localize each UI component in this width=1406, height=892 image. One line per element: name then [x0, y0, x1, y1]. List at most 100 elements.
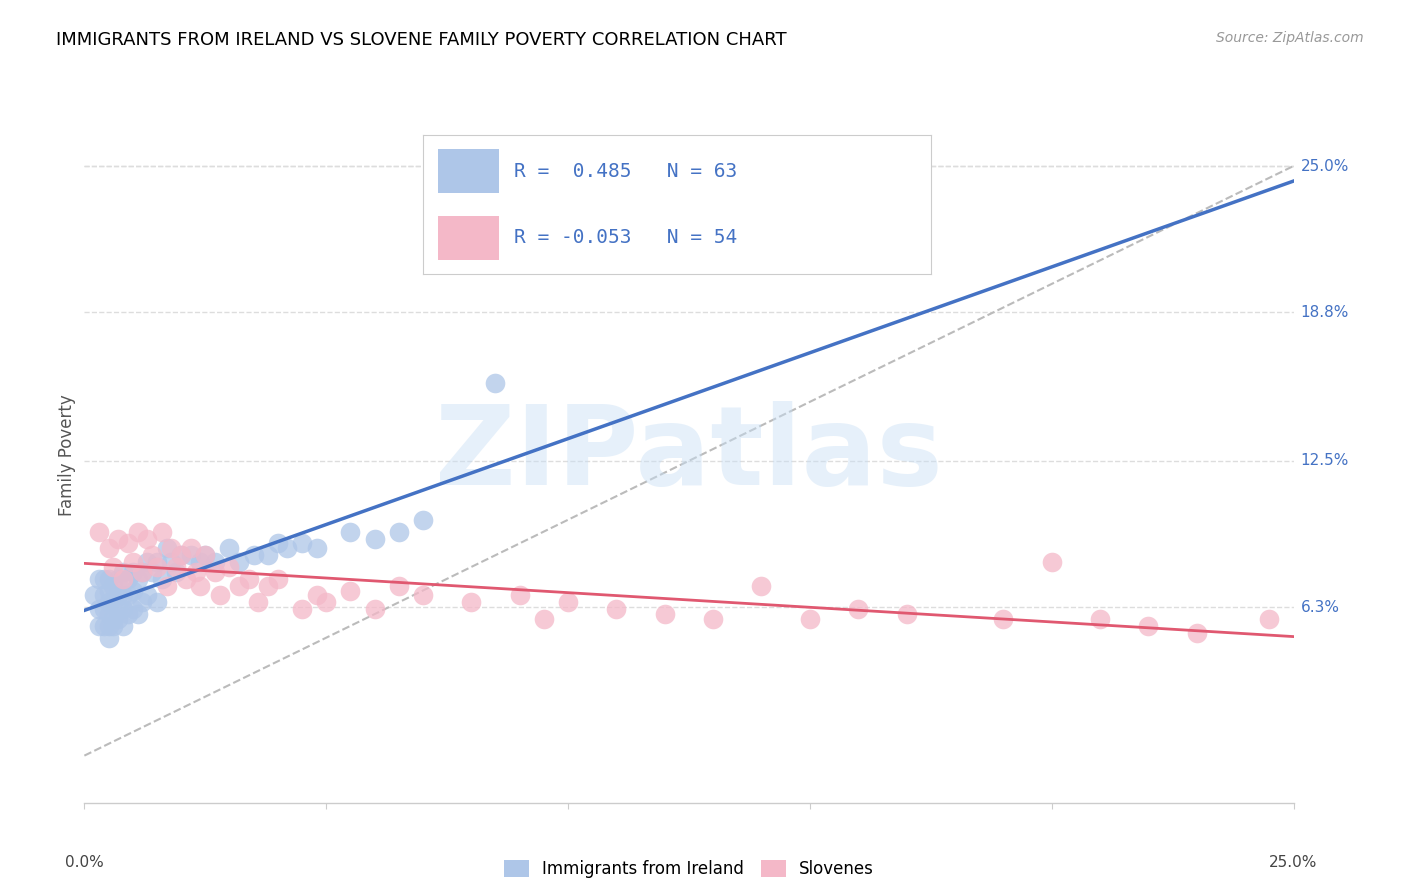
Point	[291, 536, 314, 550]
Point	[127, 572, 149, 586]
Point	[291, 602, 314, 616]
Point	[194, 548, 217, 562]
Point	[305, 541, 328, 555]
Point	[150, 572, 173, 586]
Point	[93, 602, 115, 616]
Point	[131, 595, 153, 609]
Text: IMMIGRANTS FROM IRELAND VS SLOVENE FAMILY POVERTY CORRELATION CHART: IMMIGRANTS FROM IRELAND VS SLOVENE FAMIL…	[56, 31, 787, 49]
Point	[276, 541, 298, 555]
Point	[170, 548, 193, 562]
Point	[117, 572, 139, 586]
Point	[208, 588, 231, 602]
Point	[484, 376, 506, 390]
Text: 25.0%: 25.0%	[1301, 159, 1348, 174]
Point	[107, 572, 129, 586]
Point	[131, 565, 153, 579]
Point	[218, 541, 240, 555]
Point	[218, 560, 240, 574]
Point	[388, 579, 411, 593]
Text: 6.3%: 6.3%	[1301, 599, 1340, 615]
Point	[339, 583, 361, 598]
Point	[267, 536, 290, 550]
Point	[896, 607, 918, 621]
Point	[751, 579, 773, 593]
Point	[238, 572, 260, 586]
Point	[87, 524, 110, 539]
Point	[557, 595, 579, 609]
Point	[127, 607, 149, 621]
Point	[97, 595, 120, 609]
Point	[121, 565, 143, 579]
Text: 18.8%: 18.8%	[1301, 305, 1348, 319]
Point	[146, 555, 169, 569]
Point	[605, 602, 627, 616]
Point	[121, 555, 143, 569]
Point	[83, 588, 105, 602]
Point	[107, 612, 129, 626]
Point	[87, 619, 110, 633]
Point	[247, 595, 270, 609]
Point	[117, 607, 139, 621]
Point	[112, 588, 135, 602]
Point	[107, 588, 129, 602]
Point	[509, 588, 531, 602]
Point	[127, 524, 149, 539]
Point	[87, 602, 110, 616]
Point	[363, 602, 385, 616]
Point	[97, 619, 120, 633]
Point	[155, 579, 177, 593]
Legend: Immigrants from Ireland, Slovenes: Immigrants from Ireland, Slovenes	[498, 854, 880, 885]
Point	[103, 612, 125, 626]
Point	[136, 532, 159, 546]
Point	[160, 541, 183, 555]
Point	[117, 536, 139, 550]
Point	[339, 524, 361, 539]
Point	[160, 555, 183, 569]
Point	[165, 560, 187, 574]
Point	[93, 619, 115, 633]
Point	[97, 541, 120, 555]
Point	[146, 560, 169, 574]
Point	[107, 602, 129, 616]
Point	[117, 588, 139, 602]
Point	[97, 631, 120, 645]
Text: 0.0%: 0.0%	[65, 855, 104, 870]
Point	[121, 602, 143, 616]
Point	[460, 595, 482, 609]
Point	[97, 607, 120, 621]
Point	[846, 602, 869, 616]
Point	[107, 532, 129, 546]
Point	[1185, 626, 1208, 640]
Point	[141, 548, 163, 562]
Point	[194, 548, 217, 562]
Point	[141, 565, 163, 579]
Text: 12.5%: 12.5%	[1301, 453, 1348, 468]
Point	[1137, 619, 1160, 633]
Point	[121, 583, 143, 598]
Point	[1258, 612, 1281, 626]
Point	[180, 541, 202, 555]
Point	[190, 555, 212, 569]
Point	[204, 555, 226, 569]
Point	[412, 513, 434, 527]
Point	[97, 583, 120, 598]
Text: 25.0%: 25.0%	[1270, 855, 1317, 870]
Point	[180, 548, 202, 562]
Point	[112, 602, 135, 616]
Point	[242, 548, 264, 562]
Point	[184, 565, 207, 579]
Point	[228, 579, 250, 593]
Point	[150, 524, 173, 539]
Point	[799, 612, 821, 626]
Point	[190, 579, 212, 593]
Point	[136, 555, 159, 569]
Point	[993, 612, 1015, 626]
Point	[155, 541, 177, 555]
Point	[204, 565, 226, 579]
Point	[136, 588, 159, 602]
Point	[87, 572, 110, 586]
Point	[315, 595, 337, 609]
Point	[103, 595, 125, 609]
Point	[112, 619, 135, 633]
Point	[174, 572, 197, 586]
